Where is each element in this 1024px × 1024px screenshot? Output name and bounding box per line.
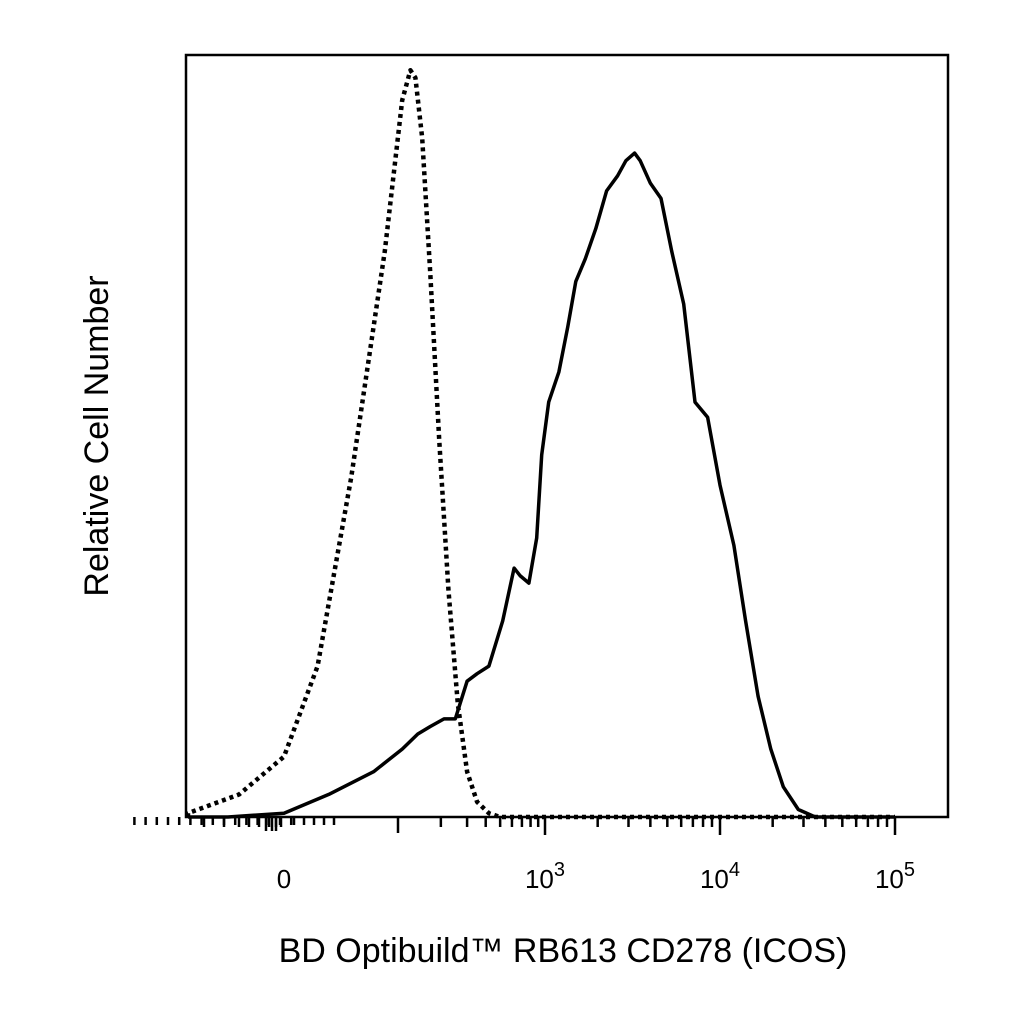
x-axis-tick-labels: 0 103 104 105 [277, 859, 915, 894]
x-tick-label: 0 [277, 864, 291, 894]
y-axis-title: Relative Cell Number [78, 275, 116, 596]
x-tick-label: 103 [525, 859, 565, 894]
x-axis-title: BD Optibuild™ RB613 CD278 (ICOS) [279, 932, 848, 970]
x-tick-label: 105 [875, 859, 915, 894]
x-axis-minor-ticks [133, 817, 897, 835]
x-tick-label: 104 [700, 859, 740, 894]
solid-histogram-line [188, 151, 895, 819]
series-layer [185, 67, 895, 820]
dotted-histogram-line [185, 67, 895, 820]
plot-frame [184, 53, 950, 819]
